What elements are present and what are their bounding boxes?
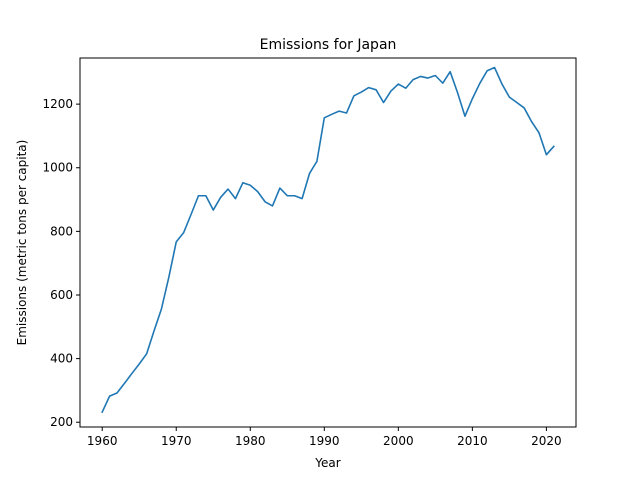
data-point (116, 392, 118, 394)
data-point (183, 232, 185, 234)
series-line (101, 66, 555, 414)
data-point (109, 395, 111, 397)
data-point (175, 241, 177, 243)
data-point (442, 82, 444, 84)
y-axis: 200 400 600 800 1000 1200 (42, 97, 80, 429)
data-point (286, 195, 288, 197)
data-point (449, 71, 451, 73)
data-point (546, 154, 548, 156)
data-point (168, 276, 170, 278)
data-point (324, 117, 326, 119)
x-tick-label: 2010 (457, 434, 488, 448)
data-point (464, 115, 466, 117)
data-point (212, 209, 214, 211)
x-axis: 1960 1970 1980 1990 2000 2010 2020 (87, 427, 562, 448)
data-point (331, 114, 333, 116)
data-point (301, 198, 303, 200)
data-point (390, 90, 392, 92)
data-point (153, 330, 155, 332)
data-point (501, 83, 503, 85)
data-point (435, 75, 437, 77)
y-tick-label: 1200 (42, 97, 73, 111)
y-tick-label: 400 (50, 352, 73, 366)
data-point (242, 182, 244, 184)
y-tick-label: 800 (50, 224, 73, 238)
data-point (264, 201, 266, 203)
x-tick-label: 2020 (531, 434, 562, 448)
data-point (531, 121, 533, 123)
data-point (538, 132, 540, 134)
data-point (227, 188, 229, 190)
data-point (509, 96, 511, 98)
data-point (138, 363, 140, 365)
data-point (205, 195, 207, 197)
data-point (124, 383, 126, 385)
y-tick-label: 1000 (42, 161, 73, 175)
y-tick-label: 200 (50, 415, 73, 429)
x-tick-label: 1960 (87, 434, 118, 448)
data-point (375, 89, 377, 91)
plot-area (101, 66, 555, 414)
x-tick-label: 2000 (383, 434, 414, 448)
data-point (427, 77, 429, 79)
y-axis-label: Emissions (metric tons per capita) (15, 140, 29, 346)
data-point (101, 411, 103, 413)
data-point (131, 373, 133, 375)
data-point (523, 107, 525, 109)
data-point (198, 195, 200, 197)
data-point (235, 198, 237, 200)
data-point (220, 197, 222, 199)
data-point (398, 83, 400, 85)
plot-frame (79, 57, 577, 428)
data-point (346, 112, 348, 114)
data-point (316, 161, 318, 163)
data-point (412, 79, 414, 81)
data-point (309, 173, 311, 175)
x-tick-label: 1980 (235, 434, 266, 448)
data-point (146, 353, 148, 355)
x-axis-label: Year (314, 456, 340, 470)
data-point (494, 67, 496, 69)
x-tick-label: 1990 (309, 434, 340, 448)
data-point (361, 91, 363, 93)
data-point (420, 76, 422, 78)
y-tick-label: 600 (50, 288, 73, 302)
data-point (457, 92, 459, 94)
data-point (338, 110, 340, 112)
data-point (368, 87, 370, 89)
data-point (294, 195, 296, 197)
x-tick-label: 1970 (161, 434, 192, 448)
data-point (190, 214, 192, 216)
data-point (161, 308, 163, 310)
data-point (257, 191, 259, 193)
data-point (249, 184, 251, 186)
data-point (405, 87, 407, 89)
data-point (279, 187, 281, 189)
data-point (553, 146, 555, 148)
data-point (479, 83, 481, 85)
data-point (353, 95, 355, 97)
data-point (272, 205, 274, 207)
data-point (486, 70, 488, 72)
data-point (472, 98, 474, 100)
data-point (383, 102, 385, 104)
chart-title: Emissions for Japan (260, 37, 397, 53)
data-point (516, 102, 518, 104)
